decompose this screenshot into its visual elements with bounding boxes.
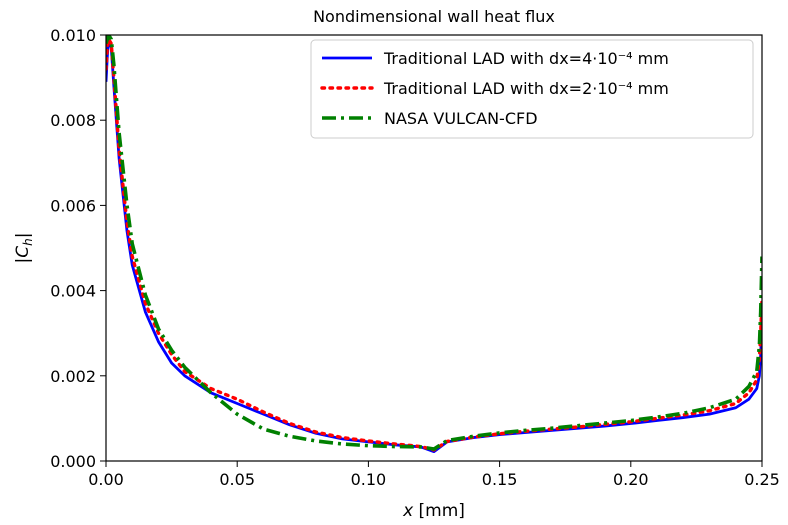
y-tick-label: 0.002: [50, 367, 96, 386]
x-axis: 0.00 0.05 0.10 0.15 0.20 0.25: [88, 461, 780, 489]
y-tick-label: 0.006: [50, 196, 96, 215]
x-tick-label: 0.25: [744, 470, 780, 489]
series-layer: [106, 35, 762, 454]
chart-title: Nondimensional wall heat flux: [313, 7, 555, 26]
legend-label-2: Traditional LAD with dx=2·10⁻⁴ mm: [383, 79, 669, 98]
x-tick-label: 0.20: [613, 470, 649, 489]
series-line-2: [106, 37, 762, 452]
series-line-3: [106, 35, 762, 451]
y-tick-label: 0.008: [50, 111, 96, 130]
legend-label-1: Traditional LAD with dx=4·10⁻⁴ mm: [383, 49, 669, 68]
x-tick-label: 0.10: [351, 470, 387, 489]
y-tick-label: 0.004: [50, 282, 96, 301]
legend-label-3: NASA VULCAN-CFD: [384, 109, 538, 128]
legend: Traditional LAD with dx=4·10⁻⁴ mm Traditi…: [310, 39, 754, 139]
x-tick-label: 0.00: [88, 470, 124, 489]
y-axis: 0.000 0.002 0.004 0.006 0.008 0.010: [50, 26, 106, 471]
y-tick-label: 0.000: [50, 452, 96, 471]
x-tick-label: 0.15: [482, 470, 518, 489]
y-tick-label: 0.010: [50, 26, 96, 45]
x-tick-label: 0.05: [219, 470, 255, 489]
y-axis-label: |Ch|: [13, 233, 35, 264]
x-axis-label: x [mm]: [402, 501, 465, 521]
plot-frame: [105, 34, 763, 462]
legend-box: [310, 39, 754, 139]
